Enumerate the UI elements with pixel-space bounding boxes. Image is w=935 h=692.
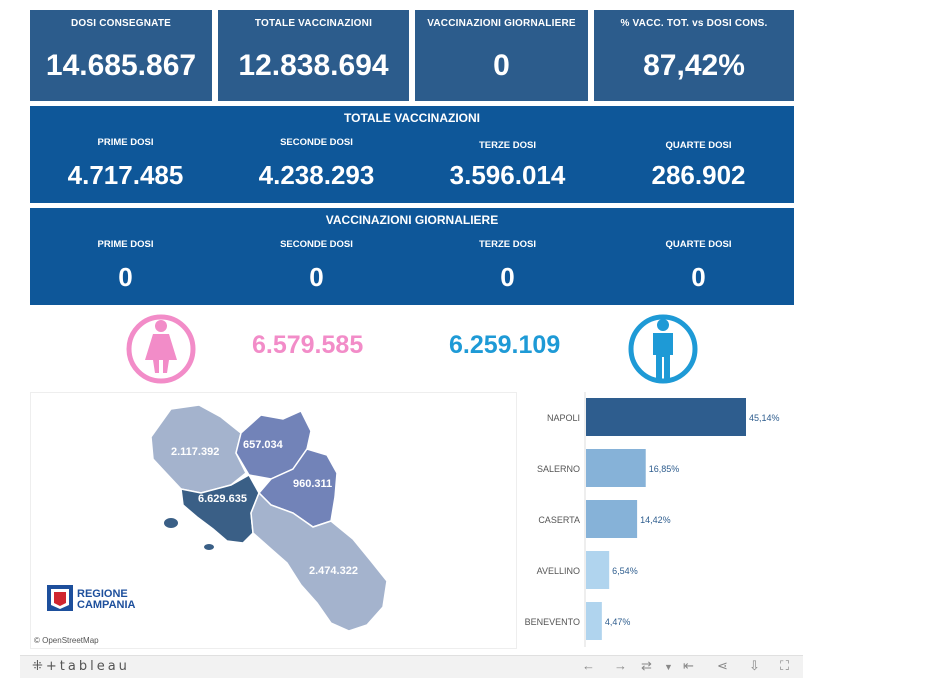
refresh-start-icon[interactable]: ⇤: [683, 658, 694, 673]
tableau-toolbar: ⁜+tableau ← → ⇄ ▼ ⇤ ⋖ ⇩ ⛶: [20, 655, 803, 678]
island-ischia: [164, 518, 178, 528]
fullscreen-icon[interactable]: ⛶: [780, 658, 790, 673]
kpi-totale-vaccinazioni: TOTALE VACCINAZIONI 12.838.694: [218, 10, 409, 101]
totale-prime-dosi: PRIME DOSI 4.717.485: [30, 137, 221, 191]
cell-label: SECONDE DOSI: [280, 137, 353, 148]
share-icon[interactable]: ⋖: [717, 658, 728, 673]
giornaliere-seconde-dosi: SECONDE DOSI 0: [221, 239, 412, 293]
cell-value: 286.902: [651, 160, 746, 190]
logo-line1: REGIONE: [77, 588, 128, 600]
revert-icon[interactable]: ⇄: [641, 658, 652, 673]
bar-caserta[interactable]: [586, 500, 638, 538]
bar-value-label: 6,54%: [612, 566, 638, 576]
panel-title: TOTALE VACCINAZIONI: [344, 111, 480, 125]
vaccinazioni-giornaliere-panel: VACCINAZIONI GIORNALIERE PRIME DOSI 0 SE…: [30, 208, 794, 305]
map-attribution[interactable]: © OpenStreetMap: [34, 636, 99, 645]
bar-chart-svg: NAPOLI 45,14% SALERNO 16,85% CASERTA 14,42% AV…: [525, 392, 780, 647]
bar-benevento[interactable]: [586, 602, 602, 640]
totale-terze-dosi: TERZE DOSI 3.596.014: [412, 140, 603, 191]
male-count: 6.259.109: [449, 331, 561, 359]
province-caserta[interactable]: [150, 404, 247, 494]
bar-category-label: CASERTA: [538, 515, 580, 525]
giornaliere-terze-dosi: TERZE DOSI 0: [412, 239, 603, 293]
cell-label: TERZE DOSI: [478, 140, 536, 151]
cell-value: 0: [691, 262, 706, 292]
giornaliere-quarte-dosi: QUARTE DOSI 0: [603, 239, 794, 293]
cell-label: SECONDE DOSI: [280, 239, 353, 250]
female-count: 6.579.585: [252, 331, 364, 359]
cell-label: PRIME DOSI: [97, 137, 154, 148]
undo-icon[interactable]: ←: [582, 658, 595, 673]
province-bar-chart: NAPOLI 45,14% SALERNO 16,85% CASERTA 14,42% AV…: [515, 392, 805, 647]
label-caserta: 2.117.392: [171, 446, 219, 458]
logo-line2: CAMPANIA: [77, 599, 136, 611]
kpi-value: 12.838.694: [238, 49, 389, 82]
bar-value-label: 45,14%: [749, 413, 780, 423]
tableau-logo[interactable]: ⁜+tableau: [32, 659, 130, 674]
cell-value: 0: [500, 262, 515, 292]
bar-category-label: AVELLINO: [537, 566, 580, 576]
kpi-value: 87,42%: [643, 49, 745, 82]
map-svg[interactable]: 2.117.392 657.034 960.311 6.629.635 2.47…: [31, 393, 516, 648]
island-capri: [204, 544, 214, 550]
cell-value: 0: [118, 262, 133, 292]
panel-title: VACCINAZIONI GIORNALIERE: [325, 213, 499, 227]
cell-value: 3.596.014: [449, 160, 566, 190]
totale-quarte-dosi: QUARTE DOSI 286.902: [603, 140, 794, 191]
cell-value: 4.238.293: [258, 160, 375, 190]
revert-dropdown-icon[interactable]: ▼: [664, 662, 673, 672]
bar-value-label: 14,42%: [640, 515, 671, 525]
bar-value-label: 4,47%: [605, 617, 631, 627]
kpi-value: 14.685.867: [45, 49, 197, 82]
cell-label: QUARTE DOSI: [665, 239, 732, 250]
bar-avellino[interactable]: [586, 551, 610, 589]
bar-napoli[interactable]: [586, 398, 746, 436]
label-avellino: 960.311: [293, 478, 332, 490]
bar-value-label: 16,85%: [649, 464, 680, 474]
kpi-dosi-consegnate: DOSI CONSEGNATE 14.685.867: [30, 10, 212, 101]
bar-category-label: BENEVENTO: [525, 617, 580, 627]
totale-seconde-dosi: SECONDE DOSI 4.238.293: [221, 137, 412, 191]
download-icon[interactable]: ⇩: [749, 658, 760, 673]
redo-icon[interactable]: →: [614, 658, 627, 673]
bar-category-label: SALERNO: [537, 464, 580, 474]
cell-value: 4.717.485: [67, 160, 184, 190]
cell-value: 0: [309, 262, 324, 292]
kpi-label: VACCINAZIONI GIORNALIERE: [427, 18, 576, 29]
male-icon: [628, 314, 698, 384]
female-icon: [126, 314, 196, 384]
cell-label: PRIME DOSI: [97, 239, 154, 250]
label-napoli: 6.629.635: [198, 493, 247, 505]
campania-map[interactable]: 2.117.392 657.034 960.311 6.629.635 2.47…: [30, 392, 517, 649]
label-salerno: 2.474.322: [309, 565, 358, 577]
regione-campania-logo: REGIONE CAMPANIA: [47, 585, 136, 611]
bar-salerno[interactable]: [586, 449, 646, 487]
cell-label: QUARTE DOSI: [665, 140, 732, 151]
bar-category-label: NAPOLI: [547, 413, 580, 423]
kpi-value: 0: [493, 49, 510, 82]
kpi-label: DOSI CONSEGNATE: [70, 18, 172, 29]
totale-vaccinazioni-panel: TOTALE VACCINAZIONI PRIME DOSI 4.717.485…: [30, 106, 794, 203]
kpi-percentuale: % VACC. TOT. vs DOSI CONS. 87,42%: [594, 10, 794, 101]
cell-label: TERZE DOSI: [478, 239, 536, 250]
kpi-vaccinazioni-giornaliere: VACCINAZIONI GIORNALIERE 0: [415, 10, 588, 101]
giornaliere-prime-dosi: PRIME DOSI 0: [30, 239, 221, 293]
kpi-label: % VACC. TOT. vs DOSI CONS.: [620, 18, 768, 29]
province-salerno[interactable]: [250, 491, 388, 632]
label-benevento: 657.034: [243, 439, 284, 451]
kpi-label: TOTALE VACCINAZIONI: [254, 18, 373, 29]
